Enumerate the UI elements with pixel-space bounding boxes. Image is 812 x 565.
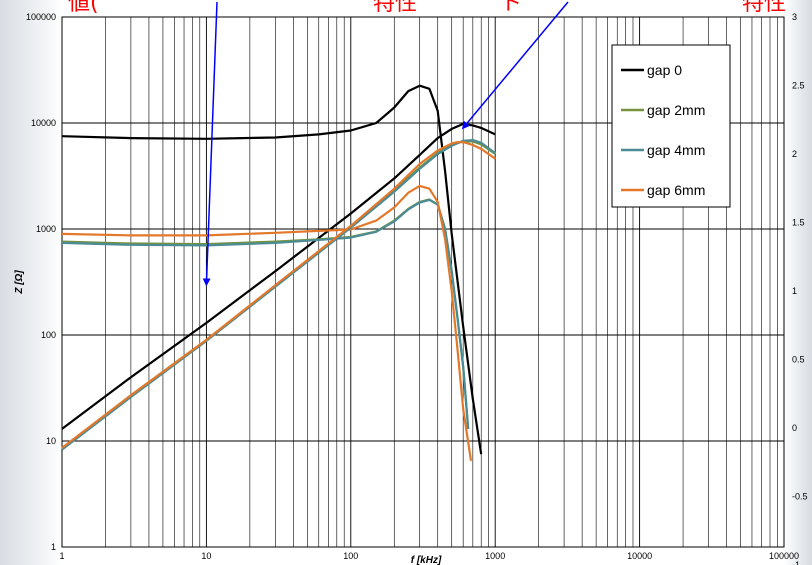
y2-tick-label: 1 [792,286,797,296]
y2-tick-label: 0 [792,423,797,433]
y-tick-label: 10000 [31,118,56,128]
series-line-gap-6mm [61,141,496,449]
annotation-arrow [202,1,218,287]
x-axis-ticks: 1 10 100 1000 10000 100000 [59,551,799,561]
annotation-text: 特性 [373,0,417,16]
y2-tick-label: 2.5 [792,81,805,91]
x-tick-label: 1000 [485,551,505,561]
annotations: 値( 特性 ト 特性 [68,0,786,287]
right-background-strip [784,0,812,565]
y-axis-ticks: 1 10 100 1000 10000 100000 [26,12,56,552]
legend-label: gap 6mm [647,182,705,198]
annotation-text: 特性 [742,0,786,16]
annotation-text: 値( [68,0,99,16]
y-tick-label: 10 [46,436,56,446]
y-axis-label: Z [Ω] [14,270,25,295]
y-tick-label: 100 [41,330,56,340]
y2-axis-ticks: -1 -0.5 0 0.5 1 1.5 2 2.5 3 [792,12,808,565]
legend-label: gap 0 [647,62,682,78]
x-axis-label: f [kHz] [411,555,442,565]
annotation-arrow [461,1,569,130]
legend-label: gap 2mm [647,102,705,118]
x-tick-label: 100000 [769,551,799,561]
x-tick-label: 100 [343,551,358,561]
x-tick-label: 10 [201,551,211,561]
y-tick-label: 1 [51,542,56,552]
y2-tick-label: 3 [792,12,797,22]
y2-tick-label: 0.5 [792,355,805,365]
series-line-gap-4mm [61,198,470,429]
y2-tick-label: -0.5 [792,492,808,502]
y-tick-label: 1000 [36,224,56,234]
x-tick-label: 10000 [627,551,652,561]
series-line-gap-0 [61,84,483,455]
x-tick-label: 1 [59,551,64,561]
series-line-gap-6mm [61,184,473,461]
y2-tick-label: 1.5 [792,218,805,228]
series-layer [61,84,496,461]
legend-box [611,44,731,208]
y-tick-label: 100000 [26,12,56,22]
left-background-strip [0,0,62,565]
y2-tick-label: 2 [792,149,797,159]
legend: gap 0 gap 2mm gap 4mm gap 6mm [611,44,731,208]
annotation-text: ト [500,0,522,16]
y2-tick-label: -1 [792,560,800,565]
legend-label: gap 4mm [647,142,705,158]
series-line-gap-0 [61,122,496,430]
